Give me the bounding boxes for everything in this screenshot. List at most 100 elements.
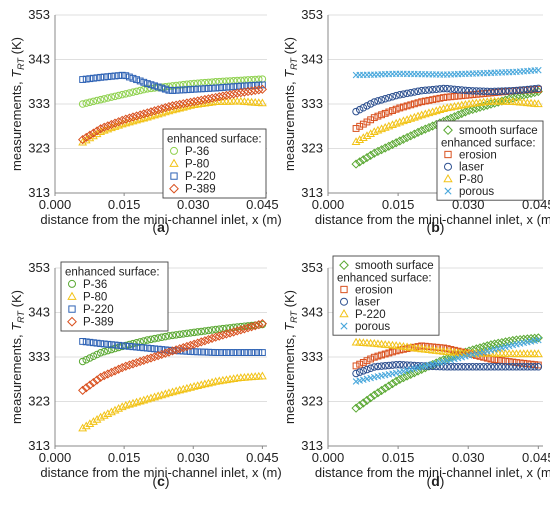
data-point xyxy=(243,86,253,97)
data-point xyxy=(103,369,113,379)
data-point xyxy=(534,363,543,371)
data-point xyxy=(527,85,535,93)
data-point xyxy=(494,87,502,96)
data-point xyxy=(516,359,524,367)
data-point xyxy=(132,87,141,96)
data-point xyxy=(85,380,95,390)
data-point xyxy=(409,112,419,121)
data-point xyxy=(140,344,148,352)
data-point xyxy=(208,326,216,334)
data-point xyxy=(257,98,267,107)
data-point xyxy=(399,90,408,98)
data-point xyxy=(248,82,256,89)
data-point xyxy=(515,91,525,101)
data-point xyxy=(480,353,488,361)
data-point xyxy=(93,339,101,347)
data-point xyxy=(515,349,525,358)
data-point xyxy=(114,91,123,100)
data-point xyxy=(211,332,221,342)
data-point xyxy=(200,94,210,105)
data-point xyxy=(207,333,217,343)
data-point xyxy=(381,362,389,370)
y-axis-label: measurements, TRT (K) xyxy=(9,37,26,171)
data-point xyxy=(385,349,393,357)
data-point xyxy=(376,145,387,155)
data-point xyxy=(136,77,144,85)
data-point xyxy=(232,326,242,336)
data-point xyxy=(427,121,438,131)
data-point xyxy=(500,337,511,347)
legend-label: P-220 xyxy=(185,171,216,183)
x-tick-label: 0.045 xyxy=(246,197,279,212)
x-tick-label: 0.045 xyxy=(522,450,550,465)
data-point xyxy=(175,344,185,354)
data-point xyxy=(251,349,259,356)
data-point xyxy=(450,85,459,94)
data-point xyxy=(248,349,256,356)
data-point xyxy=(439,84,448,93)
data-point xyxy=(468,104,478,115)
data-point xyxy=(233,82,241,90)
data-point xyxy=(465,86,473,95)
data-point xyxy=(464,105,474,116)
data-point xyxy=(358,133,368,142)
data-point xyxy=(118,90,126,99)
data-point xyxy=(89,97,98,106)
data-point xyxy=(487,87,495,96)
legend-label: porous xyxy=(459,186,494,198)
data-point xyxy=(201,85,209,93)
data-point xyxy=(403,361,411,369)
data-point xyxy=(196,95,206,105)
data-point xyxy=(200,336,210,346)
x-tick-label: 0.000 xyxy=(39,450,72,465)
x-tick-label: 0.015 xyxy=(108,197,141,212)
data-point xyxy=(363,118,371,126)
data-point xyxy=(490,363,499,371)
data-point xyxy=(424,122,434,133)
series-laser xyxy=(352,84,543,116)
data-point xyxy=(92,126,102,136)
data-point xyxy=(468,345,478,355)
data-point xyxy=(472,87,481,95)
data-point xyxy=(139,109,149,119)
legend-marker xyxy=(443,125,453,136)
data-point xyxy=(369,148,379,158)
data-point xyxy=(413,127,423,137)
data-point xyxy=(493,97,503,107)
data-point xyxy=(82,355,90,364)
data-point xyxy=(154,83,162,91)
data-point xyxy=(421,97,429,105)
data-point xyxy=(407,101,415,109)
chart-panel-c: 313 323 333 343 353 0.000 0.015 0.030 0.045dista… xyxy=(9,260,282,489)
data-point xyxy=(479,87,488,95)
data-point xyxy=(207,93,217,103)
data-point xyxy=(197,348,205,356)
data-point xyxy=(158,84,166,92)
y-tick-label: 313 xyxy=(301,185,323,200)
data-point xyxy=(512,349,521,358)
data-point xyxy=(454,92,462,100)
data-point xyxy=(392,91,400,100)
data-point xyxy=(219,84,227,91)
data-point xyxy=(122,342,130,350)
legend-label: P-36 xyxy=(185,146,209,158)
data-point xyxy=(168,331,177,340)
data-point xyxy=(81,421,91,430)
data-point xyxy=(363,102,371,110)
data-point xyxy=(79,338,87,345)
x-tick-label: 0.045 xyxy=(246,450,279,465)
data-point xyxy=(380,143,390,153)
data-point xyxy=(201,348,209,356)
data-point xyxy=(351,159,361,169)
data-point xyxy=(149,352,160,362)
legend-marker xyxy=(169,158,179,167)
legend-box xyxy=(332,255,440,336)
data-point xyxy=(250,85,260,96)
data-point xyxy=(504,94,514,104)
data-point xyxy=(370,353,378,361)
data-point xyxy=(214,331,224,341)
data-point xyxy=(178,343,188,353)
data-point xyxy=(140,78,148,86)
data-point xyxy=(106,407,116,416)
data-point xyxy=(391,118,401,127)
